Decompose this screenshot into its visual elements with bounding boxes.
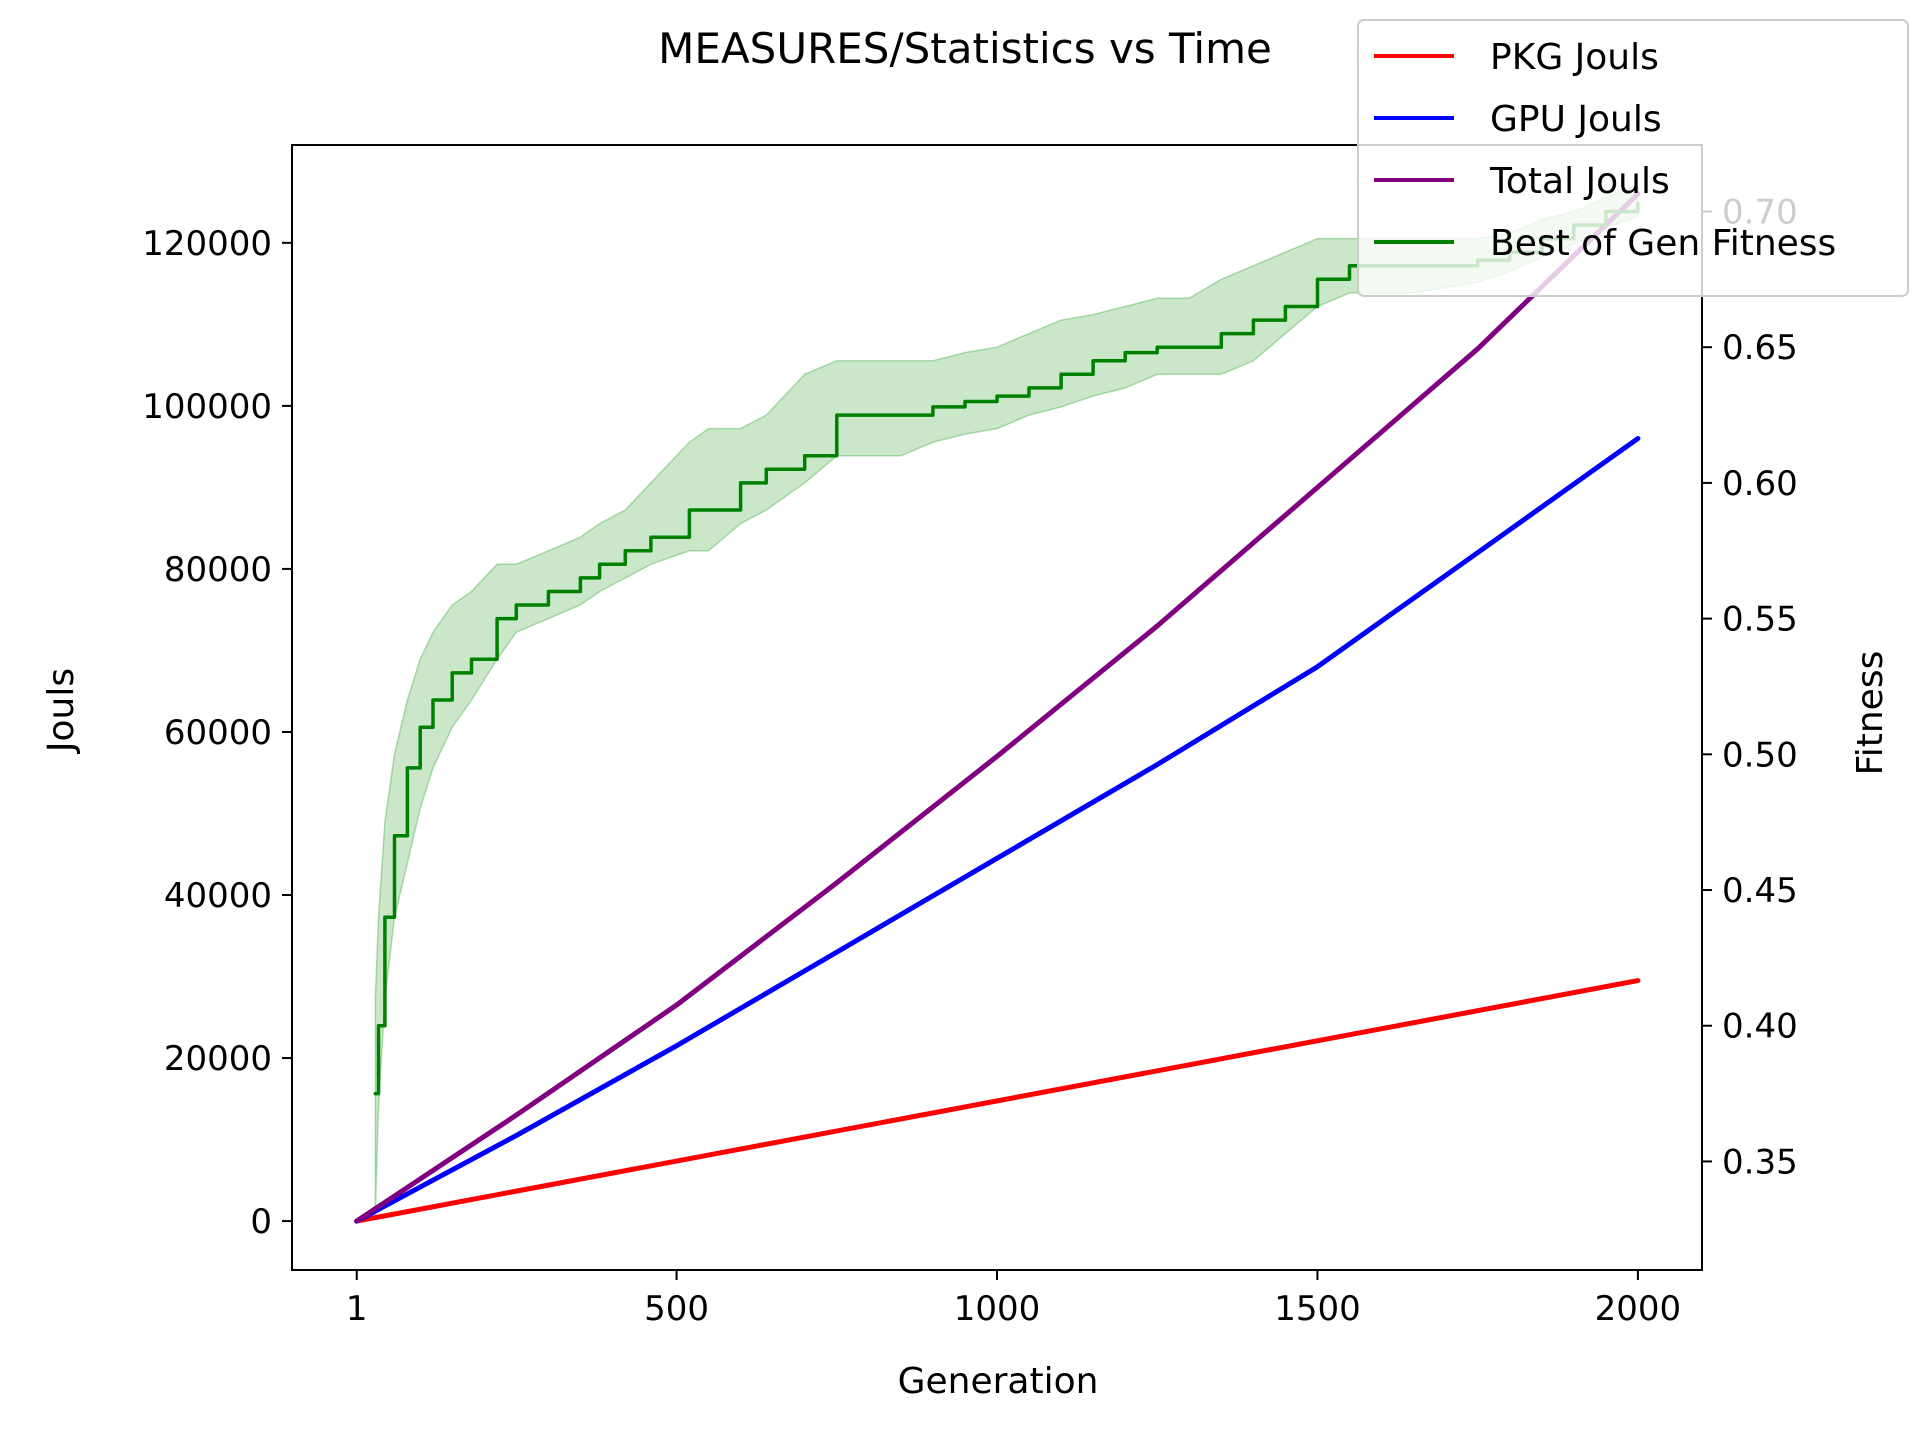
left-y-tick-label: 120000	[142, 224, 272, 264]
left-y-tick-label: 20000	[164, 1039, 272, 1079]
left-y-tick-label: 0	[250, 1202, 272, 1242]
right-y-tick-label: 0.65	[1722, 328, 1798, 368]
right-y-tick-label: 0.55	[1722, 600, 1798, 640]
legend-label: GPU Jouls	[1490, 99, 1662, 140]
x-tick-label: 500	[644, 1289, 709, 1329]
left-y-axis-label: Jouls	[41, 668, 82, 754]
right-y-tick-label: 0.60	[1722, 464, 1798, 504]
chart-title: MEASURES/Statistics vs Time	[658, 24, 1272, 73]
right-y-tick-label: 0.40	[1722, 1007, 1798, 1047]
left-y-axis-ticks: 0 20000 40000 60000 80000 100000 120000	[142, 224, 292, 1242]
legend-label: PKG Jouls	[1490, 37, 1659, 78]
left-y-tick-label: 60000	[164, 713, 272, 753]
legend-label: Total Jouls	[1489, 161, 1670, 202]
right-y-tick-label: 0.50	[1722, 735, 1798, 775]
x-axis-ticks: 1 500 1000 1500 2000	[346, 1270, 1681, 1329]
x-tick-label: 2000	[1595, 1289, 1682, 1329]
x-tick-label: 1000	[954, 1289, 1041, 1329]
right-y-tick-label: 0.45	[1722, 871, 1798, 911]
legend-box	[1357, 19, 1909, 297]
series-line-0	[354, 978, 1641, 1224]
x-tick-label: 1	[346, 1289, 368, 1329]
legend-label: Best of Gen Fitness	[1490, 223, 1836, 264]
right-y-axis-label: Fitness	[1850, 651, 1891, 776]
legend: PKG Jouls GPU Jouls Total Jouls Best of Gen…	[1357, 19, 1909, 297]
left-y-tick-label: 100000	[142, 387, 272, 427]
left-y-tick-label: 80000	[164, 550, 272, 590]
right-y-tick-label: 0.35	[1722, 1142, 1798, 1182]
x-tick-label: 1500	[1274, 1289, 1361, 1329]
series-line-2	[354, 191, 1641, 1224]
left-y-tick-label: 40000	[164, 876, 272, 916]
series-line-1	[354, 436, 1641, 1224]
x-axis-label: Generation	[898, 1361, 1099, 1402]
series-lines	[354, 191, 1641, 1224]
